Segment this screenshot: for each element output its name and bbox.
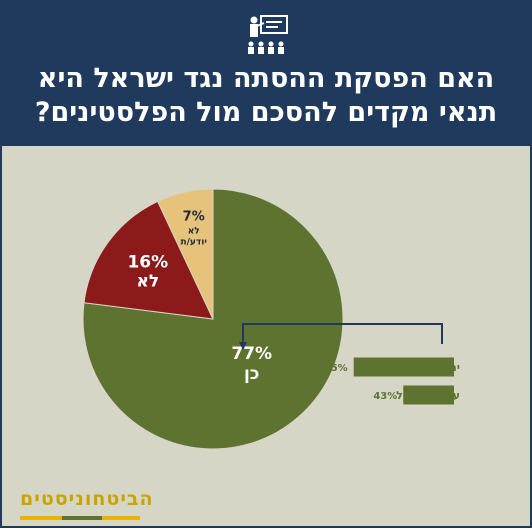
- bar-value-label-2: 43%: [373, 391, 397, 402]
- bar-chart: 85% יהודים 43%ערביי ישראל: [324, 357, 460, 405]
- logo-bar-1: [20, 516, 62, 520]
- pie-to-bars-connector: [239, 323, 443, 350]
- bar-1: [353, 357, 454, 377]
- pie-label-2-1: 16%: [127, 253, 168, 273]
- pie-label-3-1: 7%: [183, 210, 205, 225]
- bar-2: [403, 385, 454, 405]
- bar-category-label-1: יהודים: [428, 361, 460, 374]
- logo: הביטחוניסטים: [20, 488, 154, 510]
- pie-label-3-3: יודע/ת: [180, 238, 207, 248]
- pie-label-2-2: לא: [136, 272, 159, 292]
- title-line-2: תנאי מקדים להסכם מול הפלסטינים?: [34, 97, 498, 128]
- pie-label-3-2: לא: [188, 227, 200, 237]
- logo-text: הביטחוניסטים: [20, 488, 154, 510]
- pie-slice-2: [83, 200, 214, 320]
- logo-bar-2: [62, 516, 102, 520]
- bar-value-label-1: 85%: [324, 363, 348, 374]
- pie-label-1-2: כן: [244, 364, 259, 384]
- title-line-1: האם הפסקת ההסתה נגד ישראל היא: [37, 63, 495, 94]
- header-banner: האם הפסקת ההסתה נגד ישראל היא תנאי מקדים…: [0, 0, 532, 146]
- bar-category-label-2: ערביי ישראל: [396, 389, 460, 402]
- pie-label-1-1: 77%: [231, 344, 272, 364]
- chart-title: האם הפסקת ההסתה נגד ישראל היא תנאי מקדים…: [10, 62, 522, 130]
- pie-slice-3: [156, 188, 214, 320]
- presenter-audience-icon: [248, 15, 288, 54]
- logo-bar-3: [102, 516, 140, 520]
